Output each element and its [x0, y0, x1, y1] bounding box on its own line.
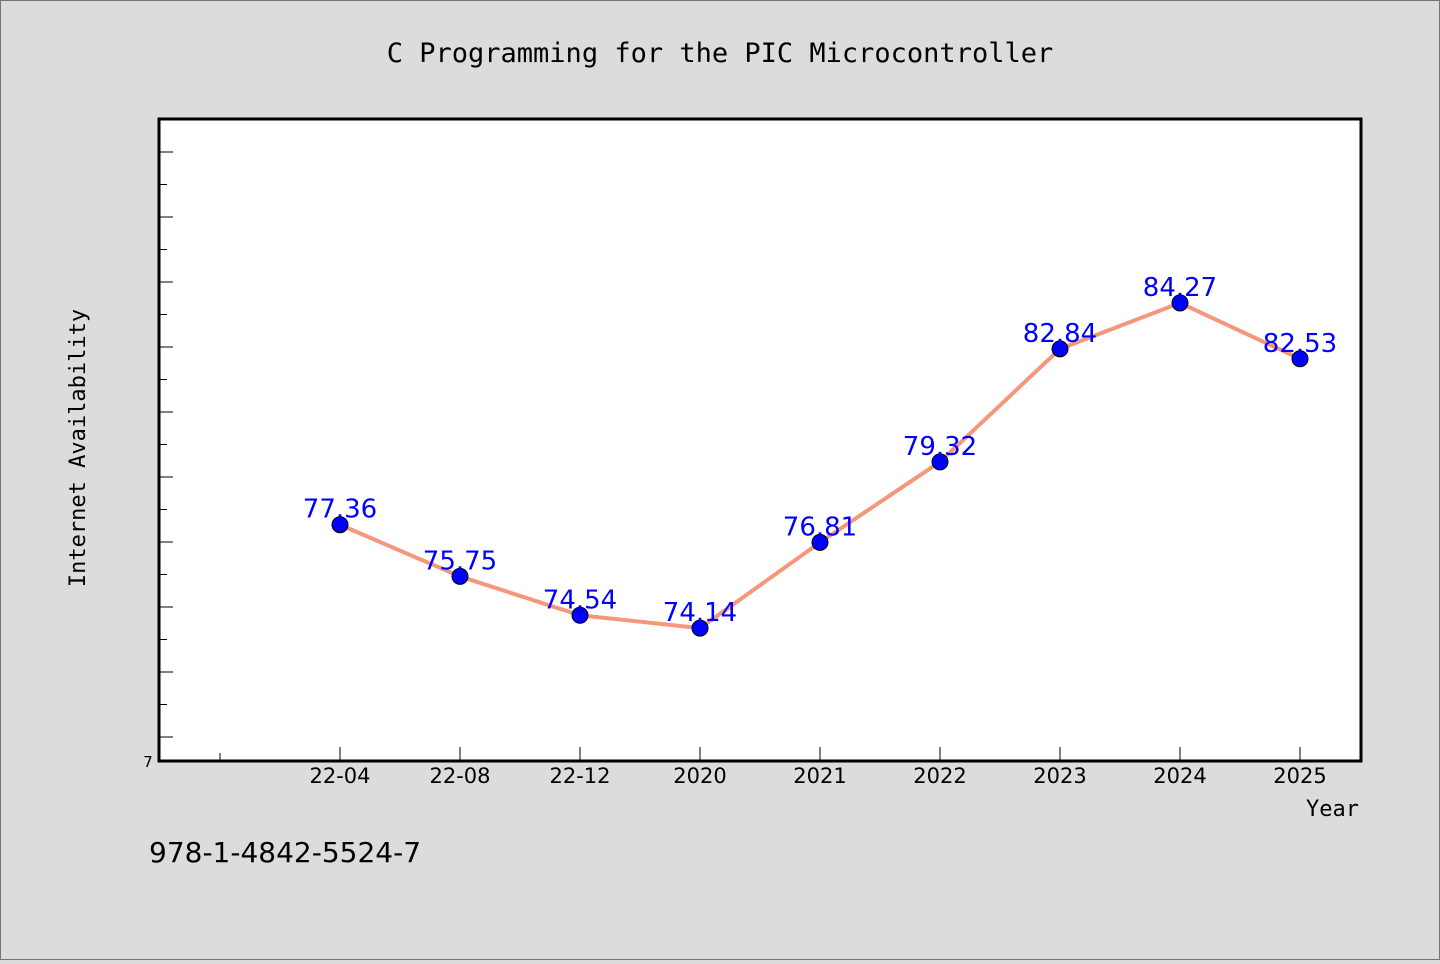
series-markers: [331, 294, 1309, 637]
x-tick-label-8: 2025: [1273, 764, 1326, 788]
x-tick-label-2: 22-12: [549, 764, 610, 788]
data-point-4: [811, 533, 829, 551]
data-label-8: 82.53: [1263, 329, 1337, 359]
data-label-4: 76.81: [783, 512, 857, 542]
x-tick-label-0: 22-04: [309, 764, 370, 788]
footer-code: 978-1-4842-5524-7: [149, 836, 421, 869]
y-axis-ticks: [159, 151, 173, 738]
data-point-6: [1051, 340, 1069, 358]
data-label-7: 84.27: [1143, 273, 1217, 303]
x-tick-label-5: 2022: [913, 764, 966, 788]
x-tick-label-4: 2021: [793, 764, 846, 788]
series-segment-7: [1178, 300, 1302, 361]
data-label-0: 77.36: [303, 495, 377, 525]
series-lines: [338, 300, 1302, 631]
data-point-5: [931, 453, 949, 471]
series-segment-2: [578, 613, 702, 631]
chart-title: C Programming for the PIC Microcontrolle…: [387, 38, 1053, 69]
series-segment-6: [1058, 300, 1182, 351]
data-point-7: [1171, 294, 1189, 312]
data-label-6: 82.84: [1023, 319, 1097, 349]
data-point-2: [571, 606, 589, 624]
data-point-8: [1291, 350, 1309, 368]
data-label-2: 74.54: [543, 585, 617, 615]
series-segment-5: [938, 346, 1062, 464]
x-axis-label: Year: [1306, 797, 1359, 822]
x-axis-ticks: [219, 747, 1301, 761]
series-segment-3: [698, 540, 822, 631]
data-point-0: [331, 516, 349, 534]
series-segment-4: [818, 459, 942, 545]
y-tick-label: 7: [143, 753, 153, 771]
data-label-1: 75.75: [423, 546, 497, 576]
x-tick-label-1: 22-08: [429, 764, 490, 788]
series-segment-1: [458, 574, 582, 618]
data-label-3: 74.14: [663, 598, 737, 628]
data-label-5: 79.32: [903, 432, 977, 462]
x-tick-label-3: 2020: [673, 764, 726, 788]
x-tick-label-6: 2023: [1033, 764, 1086, 788]
x-tick-label-7: 2024: [1153, 764, 1206, 788]
y-axis-label: Internet Availability: [66, 309, 91, 587]
series-segment-0: [338, 522, 462, 579]
x-axis-tick-labels: 22-04 22-08 22-12 2020 2021 2022 2023 2024 2025: [309, 764, 1326, 788]
data-point-1: [451, 567, 469, 585]
data-labels: 77.36 75.75 74.54 74.14 76.81 79.32 82.84 84.27…: [303, 273, 1337, 628]
data-point-3: [691, 619, 709, 637]
plot-area: [157, 117, 1363, 763]
